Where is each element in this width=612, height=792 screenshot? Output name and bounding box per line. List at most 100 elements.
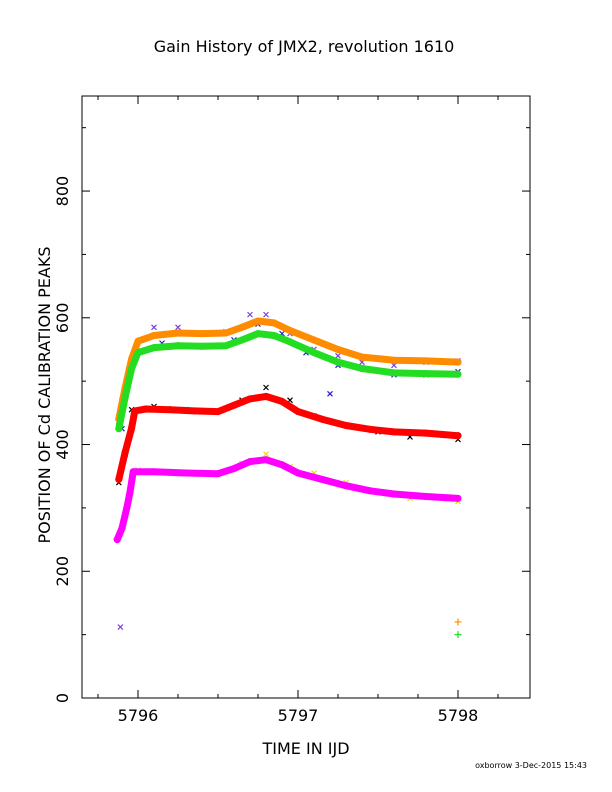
data-point [422,357,430,365]
data-point [454,631,462,639]
data-point [126,488,134,496]
data-point [342,482,350,490]
data-point [190,407,198,415]
data-point [286,326,294,334]
data-point [198,330,206,338]
data-point [390,490,398,498]
data-point [334,345,342,353]
data-point [214,470,222,478]
data-point [128,424,136,432]
data-point [263,451,269,457]
data-point [310,349,318,357]
data-point [134,349,142,357]
data-point [150,344,158,352]
x-tick-label: 5796 [118,706,159,725]
series-8 [454,618,462,626]
data-marks [113,311,462,639]
data-point [222,329,230,337]
data-point [358,353,366,361]
series-line [113,456,462,544]
data-point [121,393,129,401]
data-point [422,370,430,378]
data-point [246,458,254,466]
data-point [310,336,318,344]
data-point [262,392,270,400]
plot-frame [81,95,531,699]
y-tick-label: 600 [53,303,72,334]
data-point [262,456,270,464]
axis-ticks: 0 200 400 600 800 5796 5797 5798 [53,96,530,725]
data-point [422,429,430,437]
data-point [342,422,350,430]
data-point [270,319,278,327]
data-point [366,425,374,433]
data-point [454,358,462,366]
data-point [115,425,123,433]
series-line [115,330,462,433]
data-point [294,408,302,416]
data-point [121,448,129,456]
series-9 [454,631,462,639]
data-point [254,330,262,338]
data-point [454,494,462,502]
data-point [113,536,121,544]
data-point [454,370,462,378]
data-point [123,504,131,512]
data-point [238,336,246,344]
data-point [230,401,238,409]
data-point [118,524,126,532]
data-point [278,397,286,405]
data-point [286,338,294,346]
data-point [182,469,190,477]
data-point [115,475,123,483]
chart-title: Gain History of JMX2, revolution 1610 [154,37,455,56]
data-point [263,311,269,318]
data-point [390,356,398,364]
data-point [327,390,333,397]
data-point [318,475,326,483]
data-point [198,342,206,350]
series-3 [115,330,462,433]
data-point [174,329,182,337]
series-5 [115,392,462,483]
data-point [134,337,142,345]
data-point [263,384,269,391]
data-point [222,342,230,350]
data-point [175,324,181,331]
data-point [390,428,398,436]
data-point [294,469,302,477]
data-point [151,324,157,331]
y-tick-label: 400 [53,429,72,460]
data-point [246,395,254,403]
data-point [129,468,137,476]
data-point [174,342,182,350]
data-point [117,624,124,630]
data-point [454,618,462,626]
data-point [142,405,150,413]
footer-stamp: oxborrow 3-Dec-2015 15:43 [475,761,587,770]
data-point [247,311,253,318]
data-point [454,432,462,440]
data-point [230,465,238,473]
data-point [358,364,366,372]
data-point [278,461,286,469]
y-tick-label: 800 [53,176,72,207]
data-point [270,332,278,340]
data-point [128,364,136,372]
series-7 [113,456,462,544]
data-point [318,415,326,423]
data-point [390,369,398,377]
y-tick-label: 200 [53,556,72,587]
data-point [422,492,430,500]
x-tick-label: 5798 [438,706,479,725]
data-point [335,352,341,359]
data-point [131,407,139,415]
x-tick-label: 5797 [278,706,319,725]
data-point [334,358,342,366]
data-point [366,487,374,495]
data-point [166,406,174,414]
data-point [150,332,158,340]
y-axis-label: POSITION OF Cd CALIBRATION PEAKS [35,247,54,544]
data-point [214,408,222,416]
